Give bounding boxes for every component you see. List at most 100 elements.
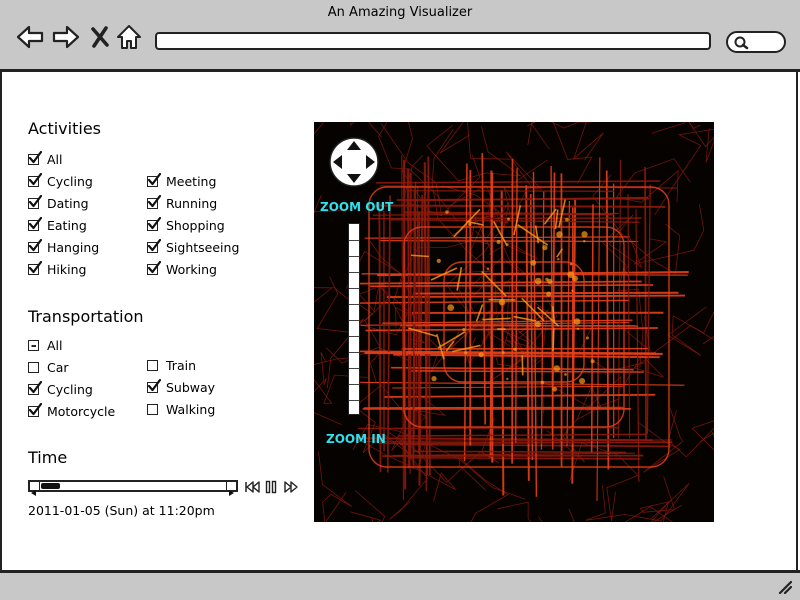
activity-dating-checkbox[interactable]: Dating — [28, 194, 89, 212]
checkmark-icon — [28, 238, 42, 251]
rewind-icon[interactable] — [244, 480, 260, 494]
checkbox[interactable] — [147, 260, 161, 275]
activity-shopping-checkbox[interactable]: Shopping — [147, 216, 225, 234]
close-icon[interactable] — [90, 24, 110, 50]
zoom-in-label[interactable]: ZOOM IN — [326, 432, 386, 446]
home-icon[interactable] — [116, 24, 142, 50]
checkbox-label: Car — [47, 359, 69, 375]
checkbox[interactable] — [147, 378, 161, 393]
checkbox-label: Running — [166, 195, 218, 211]
checkbox[interactable] — [28, 402, 42, 417]
zoom-tick — [349, 352, 359, 353]
activity-hiking-checkbox[interactable]: Hiking — [28, 260, 86, 278]
checkbox-label: All — [47, 151, 63, 167]
transport-car-checkbox[interactable]: Car — [28, 358, 69, 376]
checkbox[interactable] — [147, 216, 161, 231]
checkbox-label: All — [47, 337, 63, 353]
checkbox[interactable] — [28, 238, 42, 253]
zoom-tick — [349, 400, 359, 401]
activity-cycling-checkbox[interactable]: Cycling — [28, 172, 93, 190]
activity-working-checkbox[interactable]: Working — [147, 260, 217, 278]
checkbox[interactable] — [28, 260, 42, 275]
checkbox-label: Cycling — [47, 381, 93, 397]
window-title: An Amazing Visualizer — [327, 5, 473, 20]
search-button[interactable] — [726, 31, 786, 53]
checkmark-icon — [28, 380, 42, 393]
resize-grip-icon[interactable] — [778, 580, 792, 594]
pan-left-icon[interactable] — [333, 155, 342, 169]
activity-all-checkbox[interactable]: All — [28, 150, 63, 168]
transport-motorcycle-checkbox[interactable]: Motorcycle — [28, 402, 115, 420]
pause-icon[interactable] — [265, 480, 277, 494]
slider-left-arrow[interactable] — [30, 482, 40, 496]
city-heatmap[interactable] — [314, 122, 714, 522]
checkbox-label: Train — [166, 357, 196, 373]
checkbox[interactable] — [28, 194, 42, 209]
time-display: 2011-01-05 (Sun) at 11:20pm — [28, 503, 215, 518]
pan-control[interactable] — [328, 136, 380, 188]
checkmark-icon — [147, 238, 161, 251]
activity-sightseeing-checkbox[interactable]: Sightseeing — [147, 238, 239, 256]
checkbox-label: Dating — [47, 195, 89, 211]
checkmark-icon — [147, 216, 161, 229]
checkbox[interactable] — [28, 172, 42, 187]
checkmark-icon — [28, 172, 42, 185]
activity-meeting-checkbox[interactable]: Meeting — [147, 172, 216, 190]
checkbox-label: Eating — [47, 217, 87, 233]
time-slider[interactable] — [28, 480, 238, 496]
checkbox[interactable] — [147, 238, 161, 253]
time-title: Time — [28, 448, 68, 467]
transport-walking-checkbox[interactable]: Walking — [147, 400, 215, 418]
checkbox[interactable] — [28, 380, 42, 395]
checkbox[interactable] — [28, 150, 42, 165]
checkbox[interactable] — [28, 216, 42, 231]
zoom-tick — [349, 288, 359, 289]
zoom-out-label[interactable]: ZOOM OUT — [320, 200, 394, 214]
transport-cycling-checkbox[interactable]: Cycling — [28, 380, 93, 398]
zoom-tick — [349, 320, 359, 321]
checkbox[interactable] — [147, 403, 158, 415]
transport-all-checkbox[interactable]: All — [28, 336, 63, 354]
zoom-tick — [349, 304, 359, 305]
checkbox[interactable] — [147, 194, 161, 209]
pan-down-icon[interactable] — [347, 174, 361, 183]
zoom-tick — [349, 240, 359, 241]
checkbox-label: Subway — [166, 379, 216, 395]
checkbox-label: Hiking — [47, 261, 87, 277]
activity-hanging-checkbox[interactable]: Hanging — [28, 238, 99, 256]
zoom-tick — [349, 256, 359, 257]
browser-toolbar: An Amazing Visualizer — [0, 0, 800, 72]
back-arrow-icon[interactable] — [16, 24, 44, 50]
forward-arrow-icon[interactable] — [52, 24, 80, 50]
zoom-tick — [349, 368, 359, 369]
url-input[interactable] — [155, 32, 711, 50]
checkbox[interactable] — [147, 359, 158, 371]
pan-up-icon[interactable] — [347, 141, 361, 150]
caret-right-icon — [229, 490, 234, 496]
checkbox[interactable] — [28, 339, 39, 351]
checkbox-label: Meeting — [166, 173, 217, 189]
pan-right-icon[interactable] — [366, 155, 375, 169]
checkmark-icon — [147, 194, 161, 207]
checkbox-label: Sightseeing — [166, 239, 240, 255]
zoom-tick — [349, 336, 359, 337]
checkmark-icon — [28, 216, 42, 229]
road-network — [314, 122, 714, 522]
checkmark-icon — [28, 260, 42, 273]
indeterminate-icon — [31, 344, 36, 347]
slider-right-arrow[interactable] — [226, 482, 236, 496]
checkmark-icon — [28, 402, 42, 415]
zoom-tick — [349, 384, 359, 385]
transport-train-checkbox[interactable]: Train — [147, 356, 196, 374]
checkbox-label: Cycling — [47, 173, 93, 189]
fast-forward-icon[interactable] — [284, 480, 300, 494]
checkbox-label: Hanging — [47, 239, 100, 255]
activity-eating-checkbox[interactable]: Eating — [28, 216, 87, 234]
checkbox-label: Working — [166, 261, 217, 277]
activity-running-checkbox[interactable]: Running — [147, 194, 217, 212]
transport-subway-checkbox[interactable]: Subway — [147, 378, 215, 396]
checkbox[interactable] — [28, 361, 39, 373]
zoom-slider[interactable] — [348, 223, 360, 415]
slider-thumb[interactable] — [41, 483, 60, 489]
checkbox[interactable] — [147, 172, 161, 187]
